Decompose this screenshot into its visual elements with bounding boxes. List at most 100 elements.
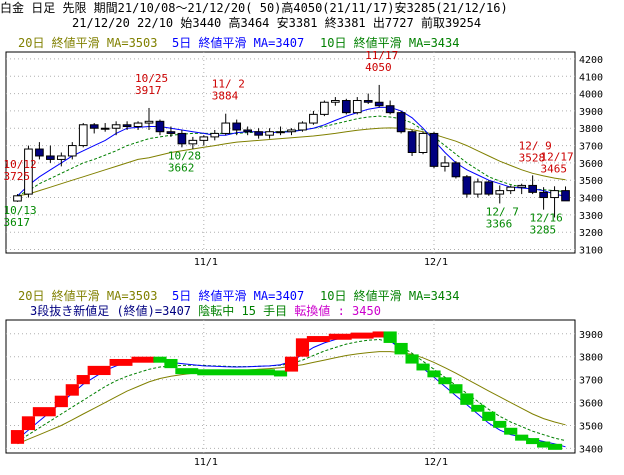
top-legend-ma5: 5日 終値平滑 MA=3407 — [172, 36, 305, 50]
high-date-label: 11/17 — [365, 49, 398, 62]
y-tick-label: 3900 — [579, 330, 603, 341]
candle-body — [287, 129, 296, 133]
candle-body — [517, 184, 527, 188]
low-value-label: 3617 — [3, 216, 30, 229]
y-tick-label: 4000 — [579, 90, 603, 101]
high-date-label: 10/12 — [3, 158, 36, 171]
candle-body — [265, 131, 274, 136]
candle-body — [111, 124, 121, 129]
candle-body — [385, 105, 395, 114]
high-date-label: 11/ 2 — [212, 78, 245, 91]
low-date-label: 10/28 — [168, 149, 201, 162]
y-tick-label: 3900 — [579, 107, 603, 118]
high-value-label: 3917 — [135, 84, 162, 97]
candle-body — [363, 100, 373, 103]
break-brick — [306, 336, 330, 343]
bottom-legend-ma10: 10日 終値平滑 MA=3434 — [320, 289, 460, 303]
break-brick — [394, 342, 408, 355]
candle-body — [232, 122, 242, 131]
candle-body — [188, 139, 198, 145]
candle-body — [309, 113, 318, 124]
break-brick — [350, 332, 374, 339]
candle-body — [122, 124, 132, 128]
candle-body — [67, 145, 77, 157]
candle-body — [429, 132, 439, 167]
candle-body — [331, 100, 340, 103]
candle-body — [298, 122, 307, 131]
candle-body — [144, 120, 154, 124]
y-tick-label: 3400 — [579, 194, 603, 205]
break-brick — [32, 407, 56, 417]
break-brick — [427, 370, 441, 378]
candle-body — [407, 131, 417, 153]
candle-body — [352, 100, 362, 114]
break-brick — [504, 427, 518, 435]
low-value-label: 3366 — [486, 217, 512, 230]
break-brick — [482, 411, 496, 421]
y-tick-label: 3800 — [579, 353, 603, 364]
ma10-line — [17, 115, 566, 197]
candle-body — [210, 132, 220, 138]
candle-body — [462, 176, 472, 195]
break-brick — [284, 356, 299, 372]
break-brick — [131, 356, 155, 363]
break-brick — [175, 368, 199, 375]
panel-frame — [5, 319, 576, 454]
candle-body — [418, 132, 428, 153]
candle-body — [374, 101, 384, 107]
break-brick — [526, 438, 540, 445]
candle-body — [133, 122, 143, 128]
high-value-label: 3528 — [519, 151, 546, 164]
low-date-label: 10/13 — [3, 204, 36, 217]
candle-body — [550, 190, 559, 199]
break-brick — [383, 331, 397, 343]
candle-body — [254, 131, 263, 136]
candle-body — [495, 190, 505, 195]
candle-panel: 3100 3200 3300 3400 3500 3600 3700 3800 3900 4000… — [3, 49, 603, 268]
high-value-label: 3465 — [541, 162, 568, 175]
high-value-label: 4050 — [365, 61, 392, 74]
high-value-label: 3725 — [3, 170, 30, 183]
break-brick — [460, 393, 474, 405]
candle-body — [451, 162, 461, 178]
break-brick — [515, 434, 529, 441]
candle-body — [100, 127, 110, 130]
info-reversal: 転換値 : 3450 — [287, 304, 381, 318]
candle-body — [243, 129, 252, 133]
break-brick — [164, 358, 178, 369]
high-date-label: 12/ 9 — [519, 139, 552, 152]
break-brick — [54, 395, 68, 408]
panel-frame — [5, 51, 576, 254]
candle-body — [35, 148, 44, 157]
bottom-info: 3段抜き新値足 (終値)=3407 陰転中 15 手目 転換値 : 3450 — [30, 304, 381, 318]
break-brick — [537, 441, 551, 448]
y-tick-label: 3100 — [579, 246, 603, 257]
break-brick — [76, 375, 90, 385]
candle-body — [166, 131, 176, 134]
y-tick-label: 4100 — [579, 72, 603, 83]
candle-body — [24, 148, 33, 195]
candle-body — [396, 112, 406, 133]
break-brick — [438, 377, 452, 385]
candle-body — [320, 101, 329, 115]
y-tick-label: 3500 — [579, 176, 603, 187]
break-brick — [65, 384, 79, 396]
high-date-label: 10/25 — [135, 72, 168, 85]
break-brick — [328, 333, 352, 340]
y-tick-label: 3800 — [579, 124, 603, 135]
break-brick — [87, 365, 111, 376]
breakline-panel: 3400 3500 3600 3700 3800 3900 11/1 12/1 — [5, 319, 603, 468]
candle-body — [484, 181, 494, 195]
high-value-label: 3884 — [212, 90, 239, 103]
ma5-line — [17, 334, 566, 448]
candle-body — [199, 136, 209, 141]
y-tick-label: 3600 — [579, 399, 603, 410]
break-brick — [197, 369, 275, 376]
y-tick-label: 3700 — [579, 142, 603, 153]
break-brick — [547, 443, 563, 450]
y-tick-label: 3300 — [579, 211, 603, 222]
candle-body — [155, 120, 165, 133]
y-tick-label: 3500 — [579, 421, 603, 432]
candle-body — [528, 184, 537, 193]
